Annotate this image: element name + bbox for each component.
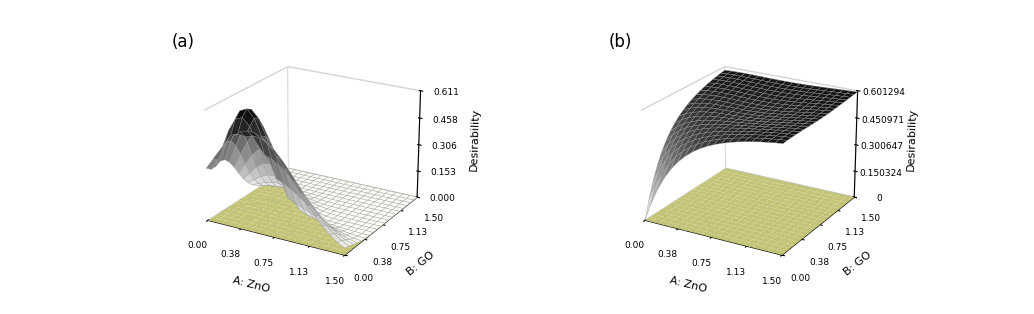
Y-axis label: B: GO: B: GO: [405, 250, 436, 278]
X-axis label: A: ZnO: A: ZnO: [232, 275, 271, 294]
Y-axis label: B: GO: B: GO: [843, 250, 874, 278]
X-axis label: A: ZnO: A: ZnO: [669, 275, 708, 294]
Text: (a): (a): [172, 33, 194, 51]
Text: (b): (b): [608, 33, 632, 51]
